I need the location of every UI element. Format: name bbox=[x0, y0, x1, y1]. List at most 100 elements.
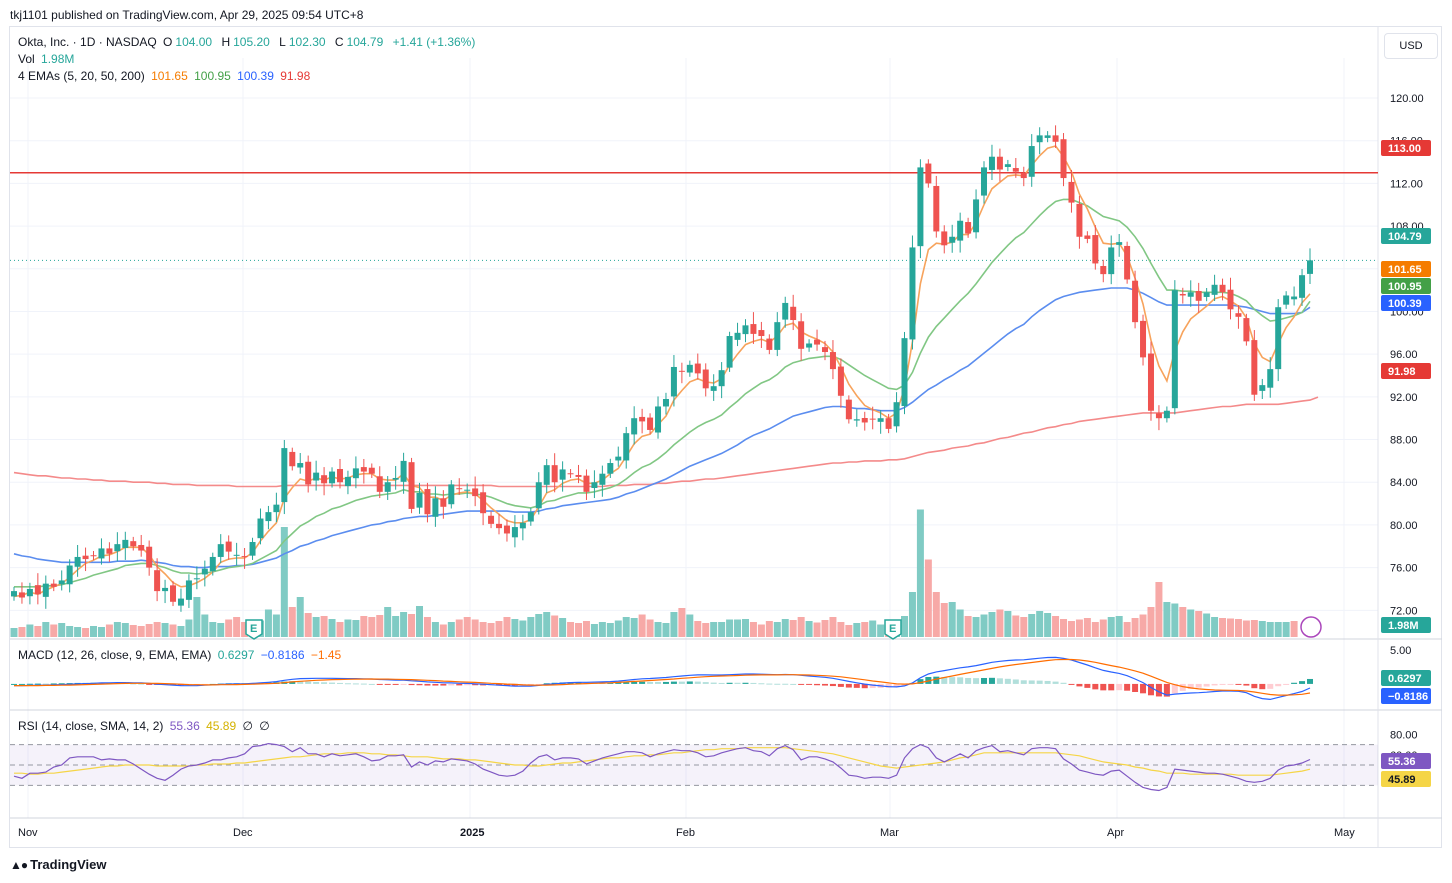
volume-bar bbox=[495, 621, 503, 637]
macd-histogram-bar bbox=[527, 683, 534, 685]
macd-histogram-bar bbox=[1116, 683, 1123, 691]
candle-body bbox=[662, 398, 669, 407]
macd-histogram-bar bbox=[1275, 683, 1282, 687]
candle-body bbox=[1171, 290, 1178, 409]
macd-histogram-bar bbox=[821, 683, 828, 686]
volume-bar bbox=[129, 625, 137, 637]
macd-histogram-bar bbox=[988, 677, 995, 684]
volume-bar bbox=[734, 619, 742, 637]
macd-histogram-bar bbox=[758, 683, 765, 685]
candle-body bbox=[1116, 242, 1123, 245]
volume-bar bbox=[280, 527, 288, 637]
candle-body bbox=[1084, 235, 1091, 239]
macd-histogram-bar bbox=[615, 682, 622, 684]
macd-histogram-bar bbox=[694, 681, 701, 684]
volume-bar bbox=[821, 620, 829, 637]
volume-bar bbox=[654, 622, 662, 637]
candle-body bbox=[798, 321, 805, 349]
volume-bar bbox=[670, 612, 678, 637]
candle-body bbox=[376, 476, 383, 492]
volume-bar bbox=[1044, 613, 1052, 637]
volume-bar bbox=[1171, 603, 1179, 637]
volume-bar bbox=[980, 614, 988, 637]
candle-body bbox=[957, 220, 964, 241]
macd-histogram-bar bbox=[957, 677, 964, 684]
volume-bar bbox=[622, 617, 630, 637]
symbol-name: Okta, Inc. · 1D · NASDAQ bbox=[18, 35, 157, 49]
volume-bar bbox=[344, 619, 352, 637]
candle-body bbox=[1108, 247, 1115, 275]
macd-histogram-bar bbox=[543, 683, 550, 685]
candle-body bbox=[1227, 289, 1234, 310]
candle-body bbox=[154, 570, 161, 592]
macd-histogram-bar bbox=[1227, 683, 1234, 685]
candle-body bbox=[782, 302, 789, 320]
candle-body bbox=[1307, 260, 1313, 274]
candle-body bbox=[670, 366, 677, 397]
volume-bar bbox=[845, 625, 853, 637]
volume-bar bbox=[1012, 615, 1020, 637]
currency-button[interactable]: USD bbox=[1384, 33, 1438, 59]
time-tick-label: Dec bbox=[233, 827, 253, 839]
macd-histogram-bar bbox=[26, 683, 33, 685]
candle-body bbox=[1163, 410, 1170, 419]
volume-bar bbox=[241, 622, 249, 637]
volume-bar bbox=[360, 616, 368, 637]
horizontal-level-line bbox=[10, 171, 1378, 261]
volume-bar bbox=[964, 616, 972, 637]
macd-histogram-bar bbox=[893, 683, 900, 688]
volume-bar bbox=[1242, 620, 1250, 637]
macd-badge-bg bbox=[1381, 688, 1431, 704]
volume-bar bbox=[749, 622, 757, 637]
rsi-ma-value: 45.89 bbox=[206, 719, 237, 733]
candle-body bbox=[710, 386, 717, 391]
candle-body bbox=[281, 448, 288, 503]
candle-body bbox=[305, 461, 312, 485]
candle-body bbox=[217, 544, 224, 557]
price-tick-label: 96.00 bbox=[1390, 349, 1418, 361]
candle-body bbox=[973, 199, 980, 233]
tradingview-logo[interactable]: ▲● TradingView bbox=[10, 857, 107, 872]
macd-line bbox=[14, 656, 1311, 701]
ema5-value: 101.65 bbox=[151, 69, 188, 83]
macd-histogram-bar bbox=[885, 683, 892, 688]
volume-badge: 1.98M bbox=[1381, 617, 1431, 633]
candle-body bbox=[424, 489, 431, 515]
volume-bar bbox=[726, 619, 734, 637]
macd-histogram-bar bbox=[384, 683, 391, 685]
candle-body bbox=[702, 369, 709, 389]
ema200-value: 91.98 bbox=[280, 69, 311, 83]
macd-histogram-bar bbox=[575, 682, 582, 684]
candle-body bbox=[766, 338, 773, 350]
volume-bar bbox=[26, 624, 34, 637]
macd-histogram-bar bbox=[829, 683, 836, 687]
candle-body bbox=[1203, 292, 1210, 297]
ema50-value: 100.39 bbox=[237, 69, 274, 83]
candle-body bbox=[567, 473, 574, 475]
earnings-marker-shape bbox=[245, 619, 263, 640]
volume-bar bbox=[741, 619, 749, 637]
price-axis: 72.0076.0080.0084.0088.0092.0096.00100.0… bbox=[1390, 93, 1424, 782]
price-tick-label: 72.00 bbox=[1390, 605, 1418, 617]
rsi-badge-text: 55.36 bbox=[1388, 756, 1416, 768]
macd-histogram-bar bbox=[1235, 683, 1242, 685]
macd-histogram-bar bbox=[1052, 681, 1059, 684]
volume-bar bbox=[1290, 621, 1298, 637]
volume-bar bbox=[606, 623, 614, 637]
macd-histogram-bar bbox=[18, 683, 25, 685]
chart-frame bbox=[9, 26, 1442, 848]
candle-body bbox=[209, 556, 216, 572]
candle-body bbox=[655, 406, 662, 433]
macd-histogram-bar bbox=[1179, 683, 1186, 691]
candle-body bbox=[273, 504, 280, 513]
candle-body bbox=[543, 465, 550, 485]
price-tick-label: 76.00 bbox=[1390, 563, 1418, 575]
volume-bar bbox=[10, 628, 18, 637]
volume-legend: Vol 1.98M bbox=[18, 52, 75, 66]
candle-body bbox=[432, 498, 439, 517]
volume-bar bbox=[1020, 617, 1028, 637]
price-tick-label: 84.00 bbox=[1390, 477, 1418, 489]
macd-histogram-bar bbox=[1004, 678, 1011, 684]
candle-body bbox=[408, 462, 415, 509]
